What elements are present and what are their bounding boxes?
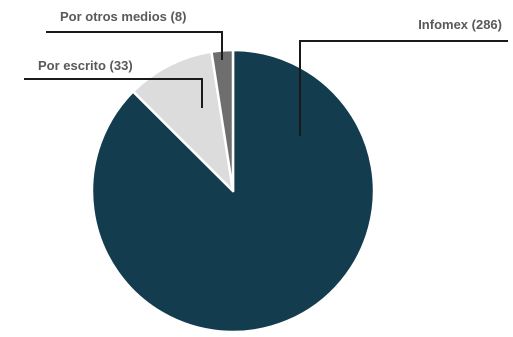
leader-line-por-otros-medios <box>46 31 223 60</box>
slice-labels: Infomex (286) Por escrito (33) Por otros… <box>38 9 502 73</box>
slice-label-por-escrito: Por escrito (33) <box>38 58 133 73</box>
leader-lines <box>24 31 508 136</box>
pie-slices <box>90 48 376 334</box>
pie-slice-por-escrito <box>131 50 235 193</box>
leader-line-por-escrito <box>24 78 203 108</box>
slice-label-por-otros-medios: Por otros medios (8) <box>60 9 186 24</box>
leader-line-infomex <box>299 40 508 136</box>
slice-label-infomex: Infomex (286) <box>418 17 502 32</box>
